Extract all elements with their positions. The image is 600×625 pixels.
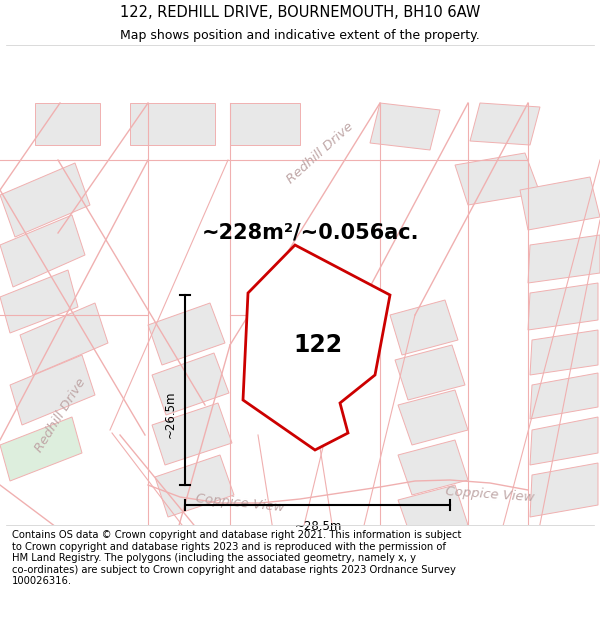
Text: Map shows position and indicative extent of the property.: Map shows position and indicative extent… <box>120 29 480 42</box>
Polygon shape <box>530 417 598 465</box>
Polygon shape <box>130 103 215 145</box>
Text: ~28.5m: ~28.5m <box>295 520 341 533</box>
Polygon shape <box>455 153 540 205</box>
Polygon shape <box>155 455 234 517</box>
Polygon shape <box>528 283 598 330</box>
Polygon shape <box>398 485 468 540</box>
Text: Coppice View: Coppice View <box>195 492 285 514</box>
Text: 122, REDHILL DRIVE, BOURNEMOUTH, BH10 6AW: 122, REDHILL DRIVE, BOURNEMOUTH, BH10 6A… <box>120 5 480 20</box>
Polygon shape <box>470 103 540 145</box>
Polygon shape <box>35 103 100 145</box>
Polygon shape <box>20 303 108 375</box>
Polygon shape <box>0 163 90 237</box>
Polygon shape <box>10 355 95 425</box>
Polygon shape <box>395 345 465 400</box>
Text: ~26.5m: ~26.5m <box>163 390 176 438</box>
Polygon shape <box>398 390 468 445</box>
Text: ~228m²/~0.056ac.: ~228m²/~0.056ac. <box>201 223 419 243</box>
Polygon shape <box>243 245 390 450</box>
Polygon shape <box>0 417 82 481</box>
Polygon shape <box>528 235 600 283</box>
Polygon shape <box>152 353 229 415</box>
Text: Coppice View: Coppice View <box>445 486 535 504</box>
Polygon shape <box>152 403 232 465</box>
Text: Redhill Drive: Redhill Drive <box>284 120 356 186</box>
Text: 122: 122 <box>293 333 343 357</box>
Polygon shape <box>148 303 225 365</box>
Polygon shape <box>0 270 78 333</box>
Polygon shape <box>0 215 85 287</box>
Polygon shape <box>370 103 440 150</box>
Polygon shape <box>530 330 598 375</box>
Polygon shape <box>230 103 300 145</box>
Polygon shape <box>390 300 458 355</box>
Polygon shape <box>520 177 600 230</box>
Text: Redhill Drive: Redhill Drive <box>32 376 88 454</box>
Polygon shape <box>530 463 598 517</box>
Text: Contains OS data © Crown copyright and database right 2021. This information is : Contains OS data © Crown copyright and d… <box>12 530 461 586</box>
Polygon shape <box>398 440 468 495</box>
Polygon shape <box>530 373 598 419</box>
